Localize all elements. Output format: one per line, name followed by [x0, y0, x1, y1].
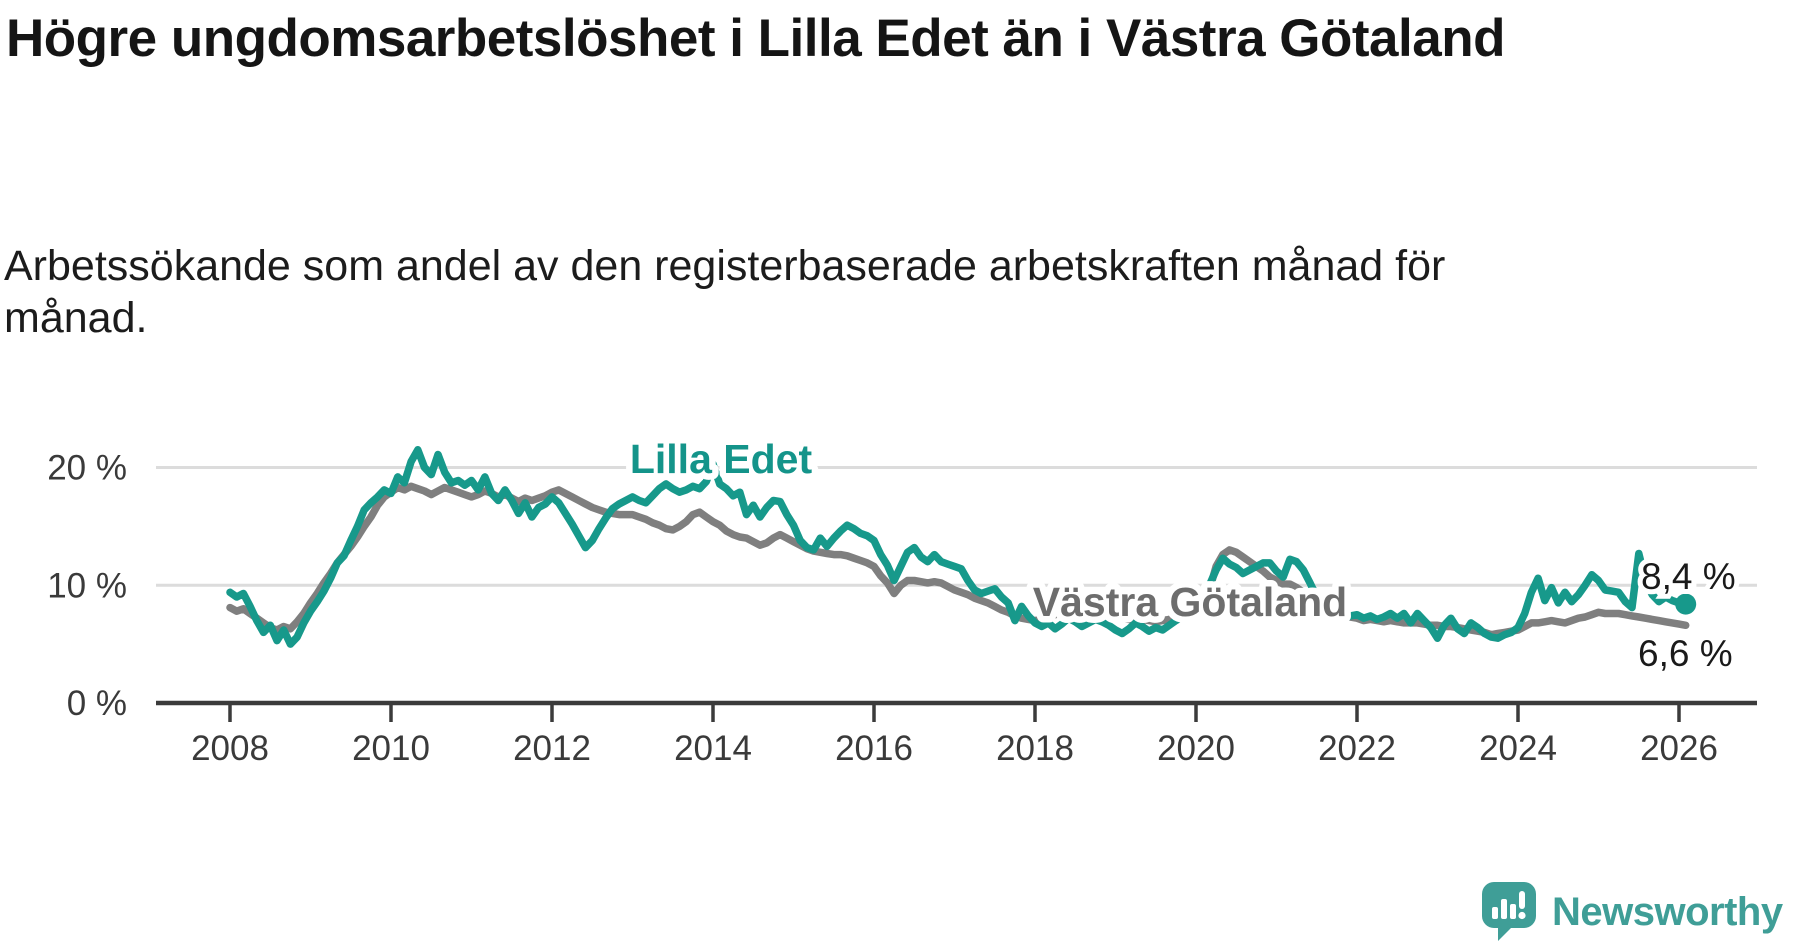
x-tick-label-2012: 2012: [513, 729, 591, 768]
logo-bar-2: [1501, 899, 1507, 919]
value-label-6-6-: 6,6 %: [1638, 633, 1733, 674]
logo-bar-1: [1492, 907, 1498, 919]
x-tick-label-2022: 2022: [1318, 729, 1396, 768]
x-tick-label-2020: 2020: [1157, 729, 1235, 768]
latest-value-dot: [1675, 593, 1697, 615]
series-label-v-stra-g-taland: Västra Götaland: [1033, 579, 1347, 625]
chart-subtitle: Arbetssökande som andel av den registerb…: [4, 242, 1446, 343]
series-label-lilla-edet: Lilla Edet: [630, 436, 813, 482]
x-tick-label-2008: 2008: [191, 729, 269, 768]
x-tick-label-2024: 2024: [1479, 729, 1557, 768]
y-tick-label-0: 0 %: [67, 684, 127, 723]
y-tick-label-10: 10 %: [47, 566, 127, 605]
logo-bar-3: [1510, 904, 1516, 919]
x-tick-label-2014: 2014: [674, 729, 752, 768]
logo-bubble-shape: [1482, 882, 1536, 941]
logo-exclamation-bar: [1519, 891, 1525, 909]
newsworthy-logo-icon: [1482, 882, 1536, 941]
x-tick-label-2016: 2016: [835, 729, 913, 768]
series-line-v-stra-g-taland: [226, 482, 1690, 639]
x-tick-label-2010: 2010: [352, 729, 430, 768]
chart-title: Högre ungdomsarbetslöshet i Lilla Edet ä…: [6, 9, 1505, 68]
y-tick-label-20: 20 %: [47, 449, 127, 488]
newsworthy-logo-text: Newsworthy: [1552, 889, 1783, 934]
value-label-8-4-: 8,4 %: [1641, 556, 1736, 597]
x-tick-label-2018: 2018: [996, 729, 1074, 768]
x-tick-label-2026: 2026: [1640, 729, 1718, 768]
series-line-lilla-edet: [226, 446, 1690, 648]
logo-exclamation-dot: [1518, 911, 1526, 920]
newsworthy-logo[interactable]: Newsworthy: [1482, 882, 1783, 942]
